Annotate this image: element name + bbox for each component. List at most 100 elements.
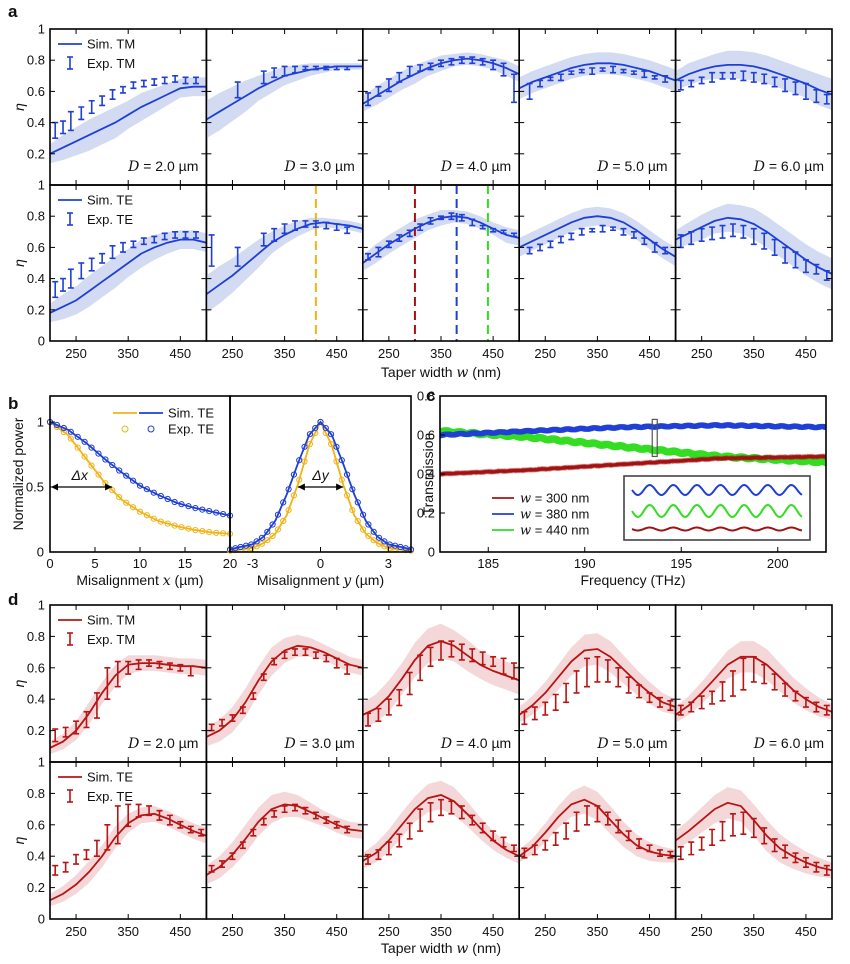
exp-errorbar — [479, 57, 486, 66]
exp-errorbar — [729, 670, 736, 697]
exp-errorbar — [599, 67, 606, 72]
exp-errorbar — [187, 825, 194, 834]
exp-errorbar — [172, 231, 179, 239]
exp-errorbar — [151, 78, 158, 86]
exp-errorbar — [438, 798, 444, 817]
exp-point-yellow — [123, 499, 130, 506]
exp-errorbar — [729, 223, 736, 238]
y-tick-label: 0.4 — [27, 271, 45, 286]
exp-errorbar — [557, 73, 564, 82]
legend-label: w = 300 nm — [520, 491, 589, 507]
plot-content — [362, 780, 520, 869]
inset-wave — [631, 503, 803, 519]
plot-content — [440, 422, 826, 478]
exp-errorbar — [547, 240, 554, 249]
exp-errorbar — [67, 110, 74, 132]
arrow-head — [336, 483, 344, 491]
exp-errorbar — [229, 714, 236, 722]
uncertainty-band — [519, 52, 676, 100]
exp-point-blue — [95, 450, 102, 457]
legend-exp-label: Exp. TM — [87, 632, 135, 647]
exp-point-yellow — [328, 440, 335, 448]
x-tick-label: 20 — [223, 556, 237, 571]
exp-errorbar — [292, 648, 299, 657]
y-tick-label: 0.8 — [27, 53, 45, 68]
legend-exp-label: Exp. TE — [87, 789, 133, 804]
y-tick-label: 1 — [38, 598, 45, 613]
exp-errorbar — [646, 844, 653, 853]
exp-errorbar — [292, 803, 299, 812]
arrow-head — [105, 483, 113, 491]
exp-errorbar — [312, 811, 319, 820]
exp-errorbar — [750, 227, 757, 246]
legend-circle-blue — [147, 425, 155, 433]
exp-point-yellow — [206, 529, 213, 536]
exp-errorbar — [250, 692, 257, 701]
plot-content — [675, 203, 832, 290]
uncertainty-band — [675, 203, 832, 290]
exp-point-blue — [328, 431, 335, 438]
exp-point-blue — [285, 486, 292, 493]
x-tick-label: 250 — [222, 346, 244, 361]
exp-errorbar — [771, 838, 778, 853]
exp-errorbar — [761, 232, 768, 250]
exp-errorbar — [375, 849, 382, 861]
trace-0 — [440, 453, 826, 478]
exp-point-yellow — [185, 525, 192, 532]
exp-errorbar — [260, 232, 267, 247]
exp-errorbar — [365, 252, 372, 261]
exp-point-blue — [280, 499, 287, 506]
x-tick-label: 350 — [274, 346, 296, 361]
exp-errorbar — [802, 856, 809, 868]
x-tick-label: 350 — [430, 346, 452, 361]
y-tick-label: 0.4 — [27, 692, 45, 707]
exp-errorbar — [448, 57, 455, 66]
y-axis-label: Normalized power — [10, 417, 26, 530]
y-tick-label: 0.2 — [417, 506, 435, 521]
exp-errorbar — [610, 65, 617, 74]
x-tick-label: 200 — [767, 556, 789, 571]
exp-errorbar — [636, 684, 643, 699]
exp-errorbar — [782, 682, 789, 697]
uncertainty-band — [362, 623, 520, 728]
exp-errorbar — [146, 659, 153, 668]
legend: Sim. TE Exp. TE — [58, 770, 133, 804]
exp-point-blue — [220, 510, 227, 518]
exp-errorbar — [782, 246, 789, 264]
exp-errorbar — [281, 65, 288, 77]
exp-point-blue — [370, 528, 377, 535]
exp-errorbar — [719, 681, 726, 702]
exp-errorbar — [677, 704, 684, 716]
exp-errorbar — [662, 75, 669, 83]
exp-errorbar — [417, 654, 424, 682]
exp-errorbar — [156, 809, 163, 821]
exp-errorbar — [333, 657, 340, 669]
exp-errorbar — [531, 706, 538, 721]
x-tick-label: 450 — [169, 924, 191, 939]
exp-point-blue — [171, 498, 178, 506]
sim-line — [50, 238, 207, 314]
exp-errorbar — [740, 811, 747, 836]
y-axis-label: η — [11, 836, 27, 844]
exp-errorbar — [198, 828, 205, 837]
legend-label: w = 440 nm — [520, 523, 589, 539]
legend: Sim. TM Exp. TM — [58, 613, 135, 647]
plot-content — [206, 63, 363, 139]
exp-errorbar — [67, 268, 74, 289]
exp-errorbar — [448, 212, 455, 221]
exp-errorbar — [594, 656, 601, 683]
exp-errorbar — [458, 643, 465, 661]
exp-errorbar — [406, 229, 413, 238]
exp-errorbar — [438, 59, 444, 68]
exp-point-blue — [116, 467, 123, 474]
plot-content — [519, 633, 676, 726]
plot-a-r0-c4: D = 6.0 µm — [674, 28, 833, 186]
plot-a-r1-c4: 250 350 450 — [674, 184, 833, 361]
exp-errorbar — [490, 656, 497, 668]
exp-errorbar — [583, 805, 590, 826]
diameter-label: D = 5.0 µm — [596, 735, 667, 752]
x-axis-label: Frequency (THz) — [580, 572, 685, 588]
exp-errorbar — [396, 234, 403, 242]
exp-errorbar — [260, 70, 267, 85]
